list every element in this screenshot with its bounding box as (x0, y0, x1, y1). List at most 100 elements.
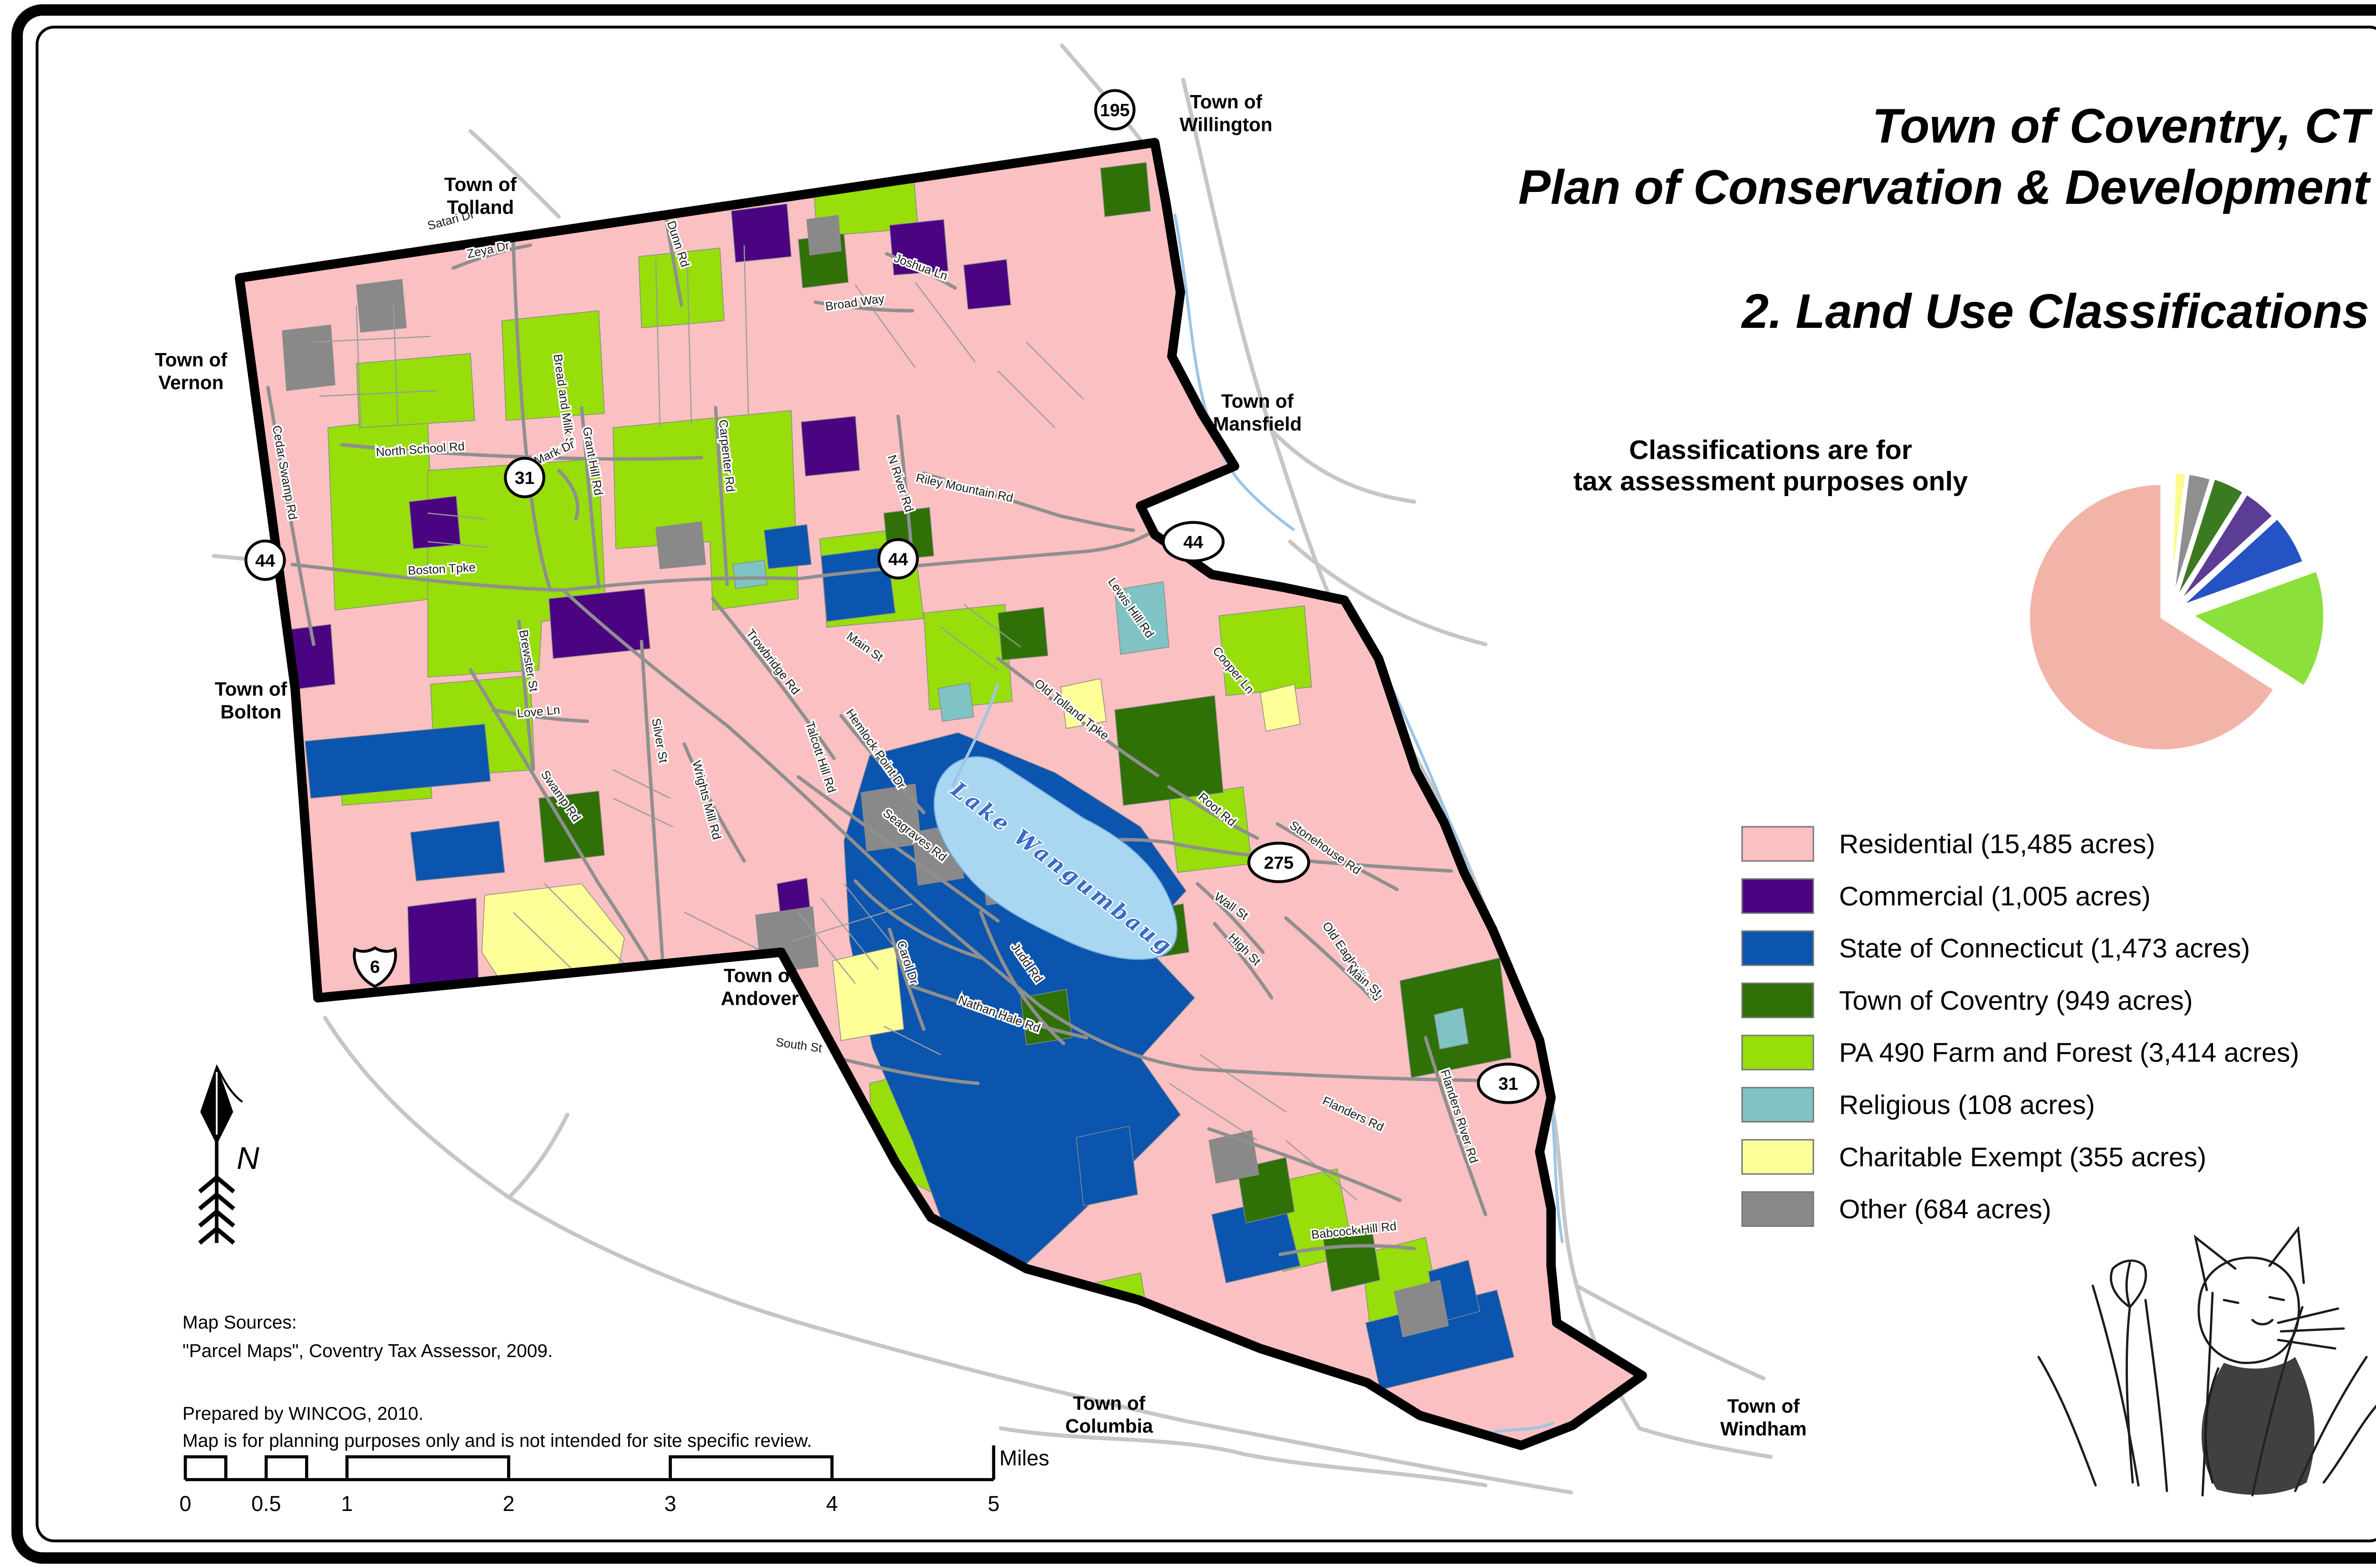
sheet-border-outer (11, 4, 2376, 1564)
legend-item-charitable-exempt: Charitable Exempt (355 acres) (1741, 1139, 2206, 1175)
scale-tick-0.5: 0.5 (251, 1492, 281, 1516)
map-title-line3: 2. Land Use Classifications (1741, 284, 2369, 338)
legend-label: Religious (108 acres) (1839, 1090, 2095, 1120)
legend-swatch (1741, 1034, 1814, 1071)
legend-label: Residential (15,485 acres) (1839, 829, 2155, 860)
scale-tick-4: 4 (826, 1492, 838, 1516)
route-shield-44: 44 (1162, 521, 1225, 563)
scale-tick-3: 3 (664, 1492, 676, 1516)
legend: Residential (15,485 acres) Commercial (1,… (1741, 826, 2299, 1227)
legend-swatch (1741, 982, 1814, 1018)
north-arrow-n: N (237, 1140, 259, 1176)
external-roads (211, 43, 1773, 1495)
legend-item-commercial: Commercial (1,005 acres) (1741, 878, 2151, 914)
scale-bar: 0 0.5 1 2 3 4 5 Miles (179, 1445, 1049, 1516)
route-shield-circle (1094, 89, 1136, 131)
tax-note-line1: Classifications are for (1629, 435, 1912, 465)
legend-label: PA 490 Farm and Forest (3,414 acres) (1839, 1038, 2299, 1068)
route-shield-195: 195 (1094, 89, 1136, 131)
route-shield-number: 195 (1100, 100, 1130, 120)
pie-slice-pa-490-farm-and-forest (2187, 567, 2327, 690)
sheet-border-inner (36, 26, 2376, 1542)
route-shield-number: 275 (1264, 853, 1294, 873)
legend-label: Town of Coventry (949 acres) (1839, 985, 2193, 1016)
route-shield-31: 31 (1477, 1062, 1540, 1104)
route-shield-number: 44 (888, 549, 908, 569)
pie-slice-town-of-coventry (2171, 475, 2247, 606)
map-title-line2: Plan of Conservation & Development (1518, 160, 2371, 214)
sources-line2: "Parcel Maps", Coventry Tax Assessor, 20… (182, 1341, 553, 1361)
scale-bar-unit: Miles (999, 1446, 1049, 1470)
route-shield-oval (1477, 1062, 1540, 1104)
route-shield-circle (877, 538, 919, 580)
cat-illustration (2037, 1225, 2376, 1497)
route-shield-number: 44 (1183, 532, 1203, 552)
parcel-layer (266, 159, 1514, 1415)
route-shield-6: 6 (353, 946, 397, 988)
legend-swatch (1741, 878, 1814, 914)
pie-slice-commercial (2174, 490, 2277, 608)
route-shield-44: 44 (877, 538, 919, 580)
town-label-prefix: Town of (155, 349, 228, 371)
town-label-name: Mansfield (1213, 413, 1302, 435)
pie-slice-residential (2026, 481, 2278, 753)
scale-tick-2: 2 (503, 1492, 515, 1516)
town-label-name: Willington (1179, 114, 1272, 135)
scale-tick-1: 1 (341, 1492, 353, 1516)
route-shields: 195 31 44 44 44 275 31 6 (244, 89, 1540, 1104)
route-shield-44: 44 (244, 539, 286, 581)
town-label-prefix: Town of (1190, 91, 1263, 113)
map-title-line1: Town of Coventry, CT (1872, 99, 2373, 153)
route-shield-number: 31 (515, 468, 535, 488)
town-label-prefix: Town of (1073, 1392, 1146, 1414)
legend-swatch (1741, 1191, 1814, 1227)
legend-label: Commercial (1,005 acres) (1839, 881, 2151, 911)
town-label-name: Vernon (158, 372, 223, 393)
town-label-prefix: Town of (1727, 1395, 1800, 1417)
legend-item-residential: Residential (15,485 acres) (1741, 826, 2155, 862)
legend-label: Other (684 acres) (1839, 1194, 2051, 1224)
town-label-name: Windham (1720, 1418, 1807, 1440)
route-shield-275: 275 (1247, 841, 1310, 883)
route-shield-31: 31 (504, 457, 546, 498)
legend-item-state-of-connecticut: State of Connecticut (1,473 acres) (1741, 930, 2250, 966)
town-label-prefix: Town of (215, 678, 287, 700)
legend-swatch (1741, 826, 1814, 862)
scale-bar-ticks: 0 0.5 1 2 3 4 5 (179, 1492, 999, 1516)
legend-label: Charitable Exempt (355 acres) (1839, 1142, 2206, 1172)
street-label-south-st: South St (775, 1035, 823, 1055)
title-block: Town of Coventry, CT Plan of Conservatio… (1518, 99, 2373, 338)
route-shield-oval (1162, 521, 1225, 563)
sources-line4: Map is for planning purposes only and is… (182, 1431, 812, 1451)
legend-swatch (1741, 1139, 1814, 1175)
town-label-name: Columbia (1065, 1415, 1153, 1437)
sources-line1: Map Sources: (182, 1312, 297, 1333)
tax-note: Classifications are for tax assessment p… (1573, 435, 1968, 497)
scale-bar-line (183, 1445, 996, 1482)
town-label-prefix: Town of (444, 173, 517, 195)
legend-item-other: Other (684 acres) (1741, 1191, 2051, 1227)
town-label-name: Bolton (220, 701, 281, 723)
sources-line3: Prepared by WINCOG, 2010. (182, 1404, 423, 1424)
town-label-prefix: Town of (724, 965, 796, 986)
route-shield-oval (1247, 841, 1310, 883)
town-label-prefix: Town of (1221, 390, 1294, 412)
scale-tick-5: 5 (987, 1492, 999, 1516)
town-boundary-outline (235, 138, 1647, 1450)
route-shield-circle (244, 539, 286, 581)
route-shield-number: 6 (370, 957, 380, 977)
legend-swatch (1741, 930, 1814, 966)
parcels-religious (732, 560, 1469, 1050)
route-shield-number: 44 (255, 551, 275, 571)
legend-swatch (1741, 1087, 1814, 1123)
us-route-shield (353, 946, 397, 988)
scale-tick-0: 0 (179, 1492, 191, 1516)
route-shield-circle (504, 457, 546, 498)
